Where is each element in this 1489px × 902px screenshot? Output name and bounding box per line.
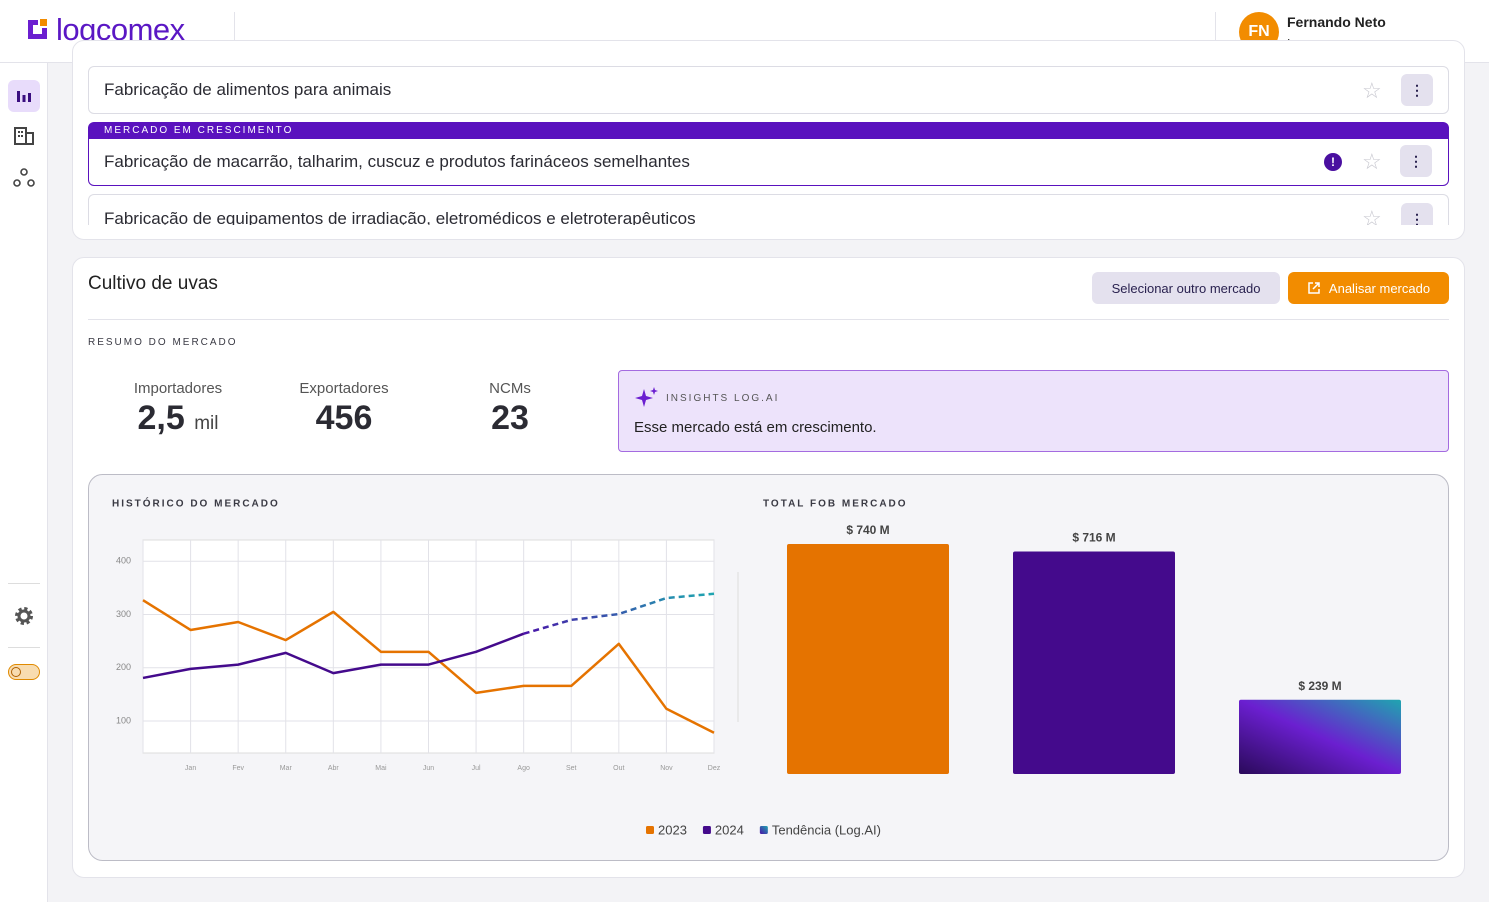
insight-text: Esse mercado está em crescimento. — [634, 419, 877, 436]
legend-swatch — [759, 826, 768, 834]
summary-label: RESUMO DO MERCADO — [88, 337, 238, 348]
item-body: Fabricação de macarrão, talharim, cuscuz… — [89, 139, 1448, 185]
value-label: $ 716 M — [1072, 531, 1115, 545]
line-series — [523, 592, 715, 635]
x-tick-label: Jan — [185, 765, 196, 772]
nav-building-icon[interactable] — [12, 125, 36, 147]
y-tick-label: 400 — [116, 556, 131, 566]
x-tick-label: Abr — [328, 765, 340, 772]
legend-label: Tendência (Log.AI) — [772, 822, 881, 837]
chart-title: HISTÓRICO DO MERCADO — [112, 497, 280, 510]
market-item[interactable]: Fabricação de equipamentos de irradiação… — [88, 194, 1449, 225]
insight-label: INSIGHTS LOG.AI — [666, 393, 780, 404]
chart-title: TOTAL FOB MERCADO — [763, 499, 908, 510]
x-tick-label: Ago — [517, 765, 530, 772]
stat: NCMs 23 — [425, 380, 595, 438]
bar — [787, 544, 949, 774]
stat-label: Importadores — [133, 380, 223, 397]
x-tick-label: Dez — [708, 765, 721, 772]
market-item[interactable]: Fabricação de alimentos para animais ☆ ⋮ — [88, 66, 1449, 114]
y-tick-label: 200 — [116, 662, 131, 672]
market-label: Fabricação de alimentos para animais — [104, 80, 392, 99]
line-series — [142, 632, 525, 680]
star[interactable]: ☆ — [1362, 78, 1382, 103]
x-tick-label: Mai — [375, 765, 387, 772]
menu-button[interactable]: ⋮ — [1401, 74, 1433, 106]
market-label: Fabricação de macarrão, talharim, cuscuz… — [104, 152, 690, 171]
stat-unit: mil — [194, 413, 219, 434]
legend-swatch — [646, 826, 654, 834]
value-label: $ 239 M — [1298, 679, 1341, 693]
y-tick-label: 100 — [116, 715, 131, 725]
bar — [1239, 699, 1401, 774]
divider — [234, 12, 235, 52]
toggle-knob — [11, 667, 21, 677]
market-title: Cultivo de uvas — [88, 273, 218, 294]
menu-button[interactable]: ⋮ — [1400, 145, 1432, 177]
star[interactable]: ☆ — [1362, 206, 1382, 225]
bar — [1013, 551, 1175, 774]
x-tick-label: Mar — [280, 765, 293, 772]
divider — [8, 647, 40, 648]
insight-box: INSIGHTS LOG.AI Esse mercado está em cre… — [618, 370, 1449, 452]
stat-value: 2,5 mil — [93, 399, 263, 438]
x-tick-label: Nov — [660, 765, 673, 772]
badge: MERCADO EM CRESCIMENTO — [104, 125, 294, 136]
external-icon — [1308, 282, 1320, 294]
nav-network-icon[interactable] — [12, 167, 36, 189]
legend-label: 2023 — [658, 822, 687, 837]
x-tick-label: Fev — [232, 765, 244, 772]
logo-icon — [28, 19, 47, 39]
divider — [1215, 12, 1216, 52]
sparkle-icon — [635, 387, 658, 407]
line-series — [142, 599, 715, 734]
sidebar — [0, 63, 48, 902]
divider — [8, 583, 40, 584]
stat-number: 2,5 — [137, 399, 185, 437]
stat-label: NCMs — [489, 380, 531, 397]
alert-icon: ! — [1324, 153, 1342, 171]
stat-label: Exportadores — [299, 380, 389, 397]
divider — [88, 319, 1449, 320]
legend-swatch — [702, 826, 711, 834]
analyze-button[interactable]: Analisar mercado — [1288, 272, 1449, 304]
x-tick-label: Out — [613, 765, 624, 772]
analyze-label: Analisar mercado — [1328, 280, 1431, 296]
y-tick-label: 300 — [116, 609, 131, 619]
market-item-highlight[interactable]: MERCADO EM CRESCIMENTO Fabricação de mac… — [88, 122, 1449, 186]
menu-button[interactable]: ⋮ — [1401, 203, 1433, 225]
stat-value: 23 — [491, 399, 529, 437]
settings-icon[interactable] — [12, 604, 36, 628]
x-tick-label: Jul — [472, 765, 481, 772]
toggle[interactable] — [8, 664, 40, 680]
select-market-button[interactable]: Selecionar outro mercado — [1092, 272, 1280, 304]
charts-panel: HISTÓRICO DO MERCADO TOTAL FOB MERCADO 1… — [88, 474, 1449, 861]
market-label: Fabricação de equipamentos de irradiação… — [104, 209, 696, 225]
x-tick-label: Jun — [423, 765, 434, 772]
user-name: Fernando Neto — [1287, 14, 1386, 30]
legend-label: 2024 — [715, 822, 744, 837]
x-tick-label: Set — [566, 765, 577, 772]
star[interactable]: ☆ — [1362, 149, 1382, 174]
value-label: $ 740 M — [846, 523, 889, 537]
stat: Importadores 2,5 mil — [93, 380, 263, 438]
nav-chart-icon[interactable] — [8, 80, 40, 112]
stat-value: 456 — [315, 399, 373, 437]
stat: Exportadores 456 — [259, 380, 429, 438]
